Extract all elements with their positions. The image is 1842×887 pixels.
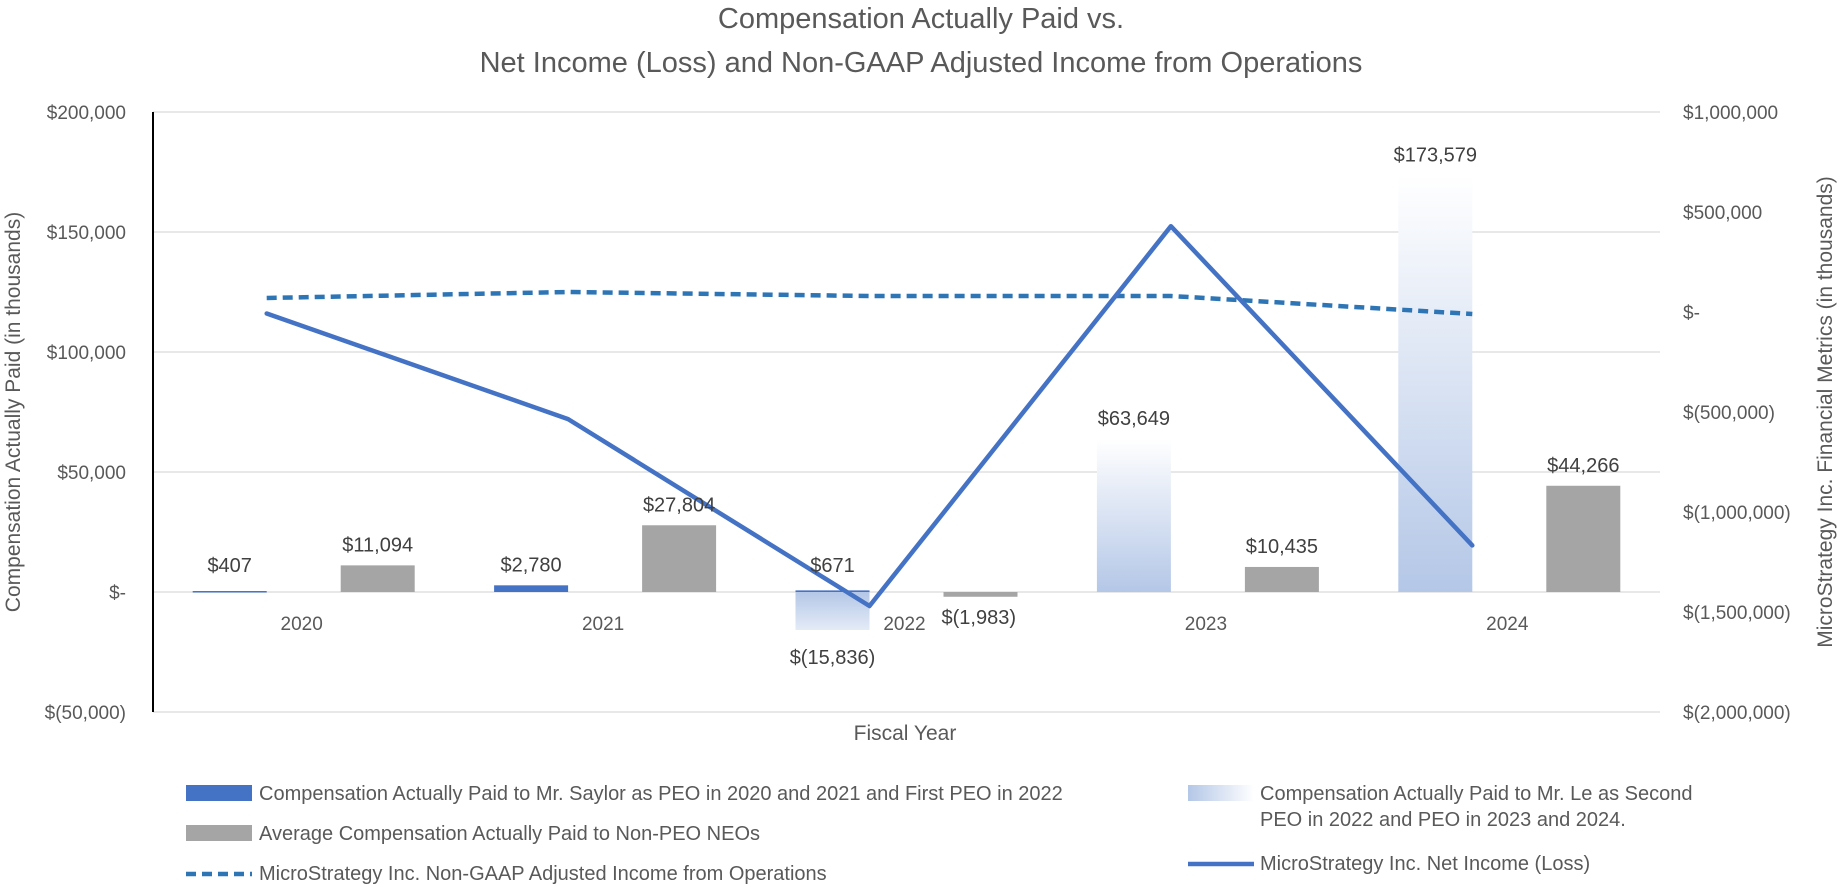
category-label-2020: 2020: [281, 614, 323, 635]
data-label-2-2024: $44,266: [1547, 455, 1619, 477]
data-labels: $407 $2,780 $671 $(15,836) $63,649 $173,579 $1…: [207, 144, 1619, 669]
data-label-0-2020: $407: [207, 555, 252, 577]
left-tick-label-4: $-: [109, 583, 126, 604]
left-tick-label-2: $100,000: [47, 343, 126, 364]
bar-2-2023: [1244, 566, 1319, 592]
chart-title-line-2: Net Income (Loss) and Non-GAAP Adjusted …: [480, 47, 1363, 79]
data-label-0-2022: $671: [810, 555, 855, 577]
legend-label-le-line-2: PEO in 2022 and PEO in 2023 and 2024.: [1260, 809, 1626, 831]
category-label-2021: 2021: [582, 614, 624, 635]
bars: [192, 175, 1621, 631]
right-tick-label-4: $(1,000,000): [1683, 503, 1791, 524]
left-tick-label-1: $150,000: [47, 223, 126, 244]
left-axis-title: Compensation Actually Paid (in thousands…: [2, 212, 25, 612]
right-tick-label-3: $(500,000): [1683, 403, 1775, 424]
right-tick-label-0: $1,000,000: [1683, 103, 1778, 124]
bar-1-2024: [1398, 175, 1473, 592]
data-label-2-2023: $10,435: [1246, 536, 1318, 558]
category-labels: 2020 2021 2022 2023 2024: [281, 614, 1529, 635]
legend-label-net-income: MicroStrategy Inc. Net Income (Loss): [1260, 853, 1590, 875]
legend-swatch-le: [1188, 785, 1254, 801]
left-tick-label-3: $50,000: [57, 463, 126, 484]
net-income-line: [264, 223, 1475, 609]
right-axis-title: MicroStrategy Inc. Financial Metrics (in…: [1814, 176, 1837, 648]
right-tick-label-5: $(1,500,000): [1683, 603, 1791, 624]
data-label-2-2020: $11,094: [342, 534, 413, 556]
category-label-2024: 2024: [1486, 614, 1529, 635]
bar-0-2021: [494, 585, 569, 592]
legend-label-non-gaap: MicroStrategy Inc. Non-GAAP Adjusted Inc…: [259, 863, 827, 885]
data-label-1-2023: $63,649: [1098, 408, 1170, 430]
bar-2-2020: [340, 565, 415, 592]
left-axis-ticks: $200,000 $150,000 $100,000 $50,000 $- $(50,00…: [45, 103, 126, 724]
data-label-1-2024: $173,579: [1394, 144, 1477, 166]
left-tick-label-5: $(50,000): [45, 703, 126, 724]
legend-label-saylor: Compensation Actually Paid to Mr. Saylor…: [259, 783, 1063, 805]
legend-label-le-line-1: Compensation Actually Paid to Mr. Le as …: [1260, 783, 1692, 805]
left-tick-label-0: $200,000: [47, 103, 126, 124]
right-tick-label-2: $-: [1683, 303, 1700, 324]
non-gaap-income-line: [266, 289, 1473, 317]
data-label-1-2022: $(15,836): [790, 647, 876, 669]
legend: Compensation Actually Paid to Mr. Saylor…: [186, 783, 1692, 885]
category-label-2023: 2023: [1185, 614, 1227, 635]
data-label-0-2021: $2,780: [501, 554, 562, 576]
right-axis-ticks: $1,000,000 $500,000 $- $(500,000) $(1,000,00…: [1683, 103, 1791, 724]
chart-title-line-1: Compensation Actually Paid vs.: [718, 3, 1124, 35]
bar-2-2021: [642, 525, 717, 592]
data-label-2-2022: $(1,983): [942, 607, 1017, 629]
bar-2-2022: [943, 592, 1018, 597]
bar-2-2024: [1546, 485, 1621, 592]
legend-swatch-non-peo: [186, 825, 252, 841]
bar-1-2023: [1096, 439, 1171, 592]
bar-0-2022: [795, 590, 870, 592]
legend-label-non-peo: Average Compensation Actually Paid to No…: [259, 823, 760, 845]
line-series: [264, 223, 1475, 609]
bar-0-2020: [192, 591, 267, 593]
x-axis-title: Fiscal Year: [854, 722, 957, 745]
legend-swatch-saylor: [186, 785, 252, 801]
right-tick-label-6: $(2,000,000): [1683, 703, 1791, 724]
data-label-2-2021: $27,804: [643, 494, 715, 516]
right-tick-label-1: $500,000: [1683, 203, 1762, 224]
category-label-2022: 2022: [883, 614, 925, 635]
